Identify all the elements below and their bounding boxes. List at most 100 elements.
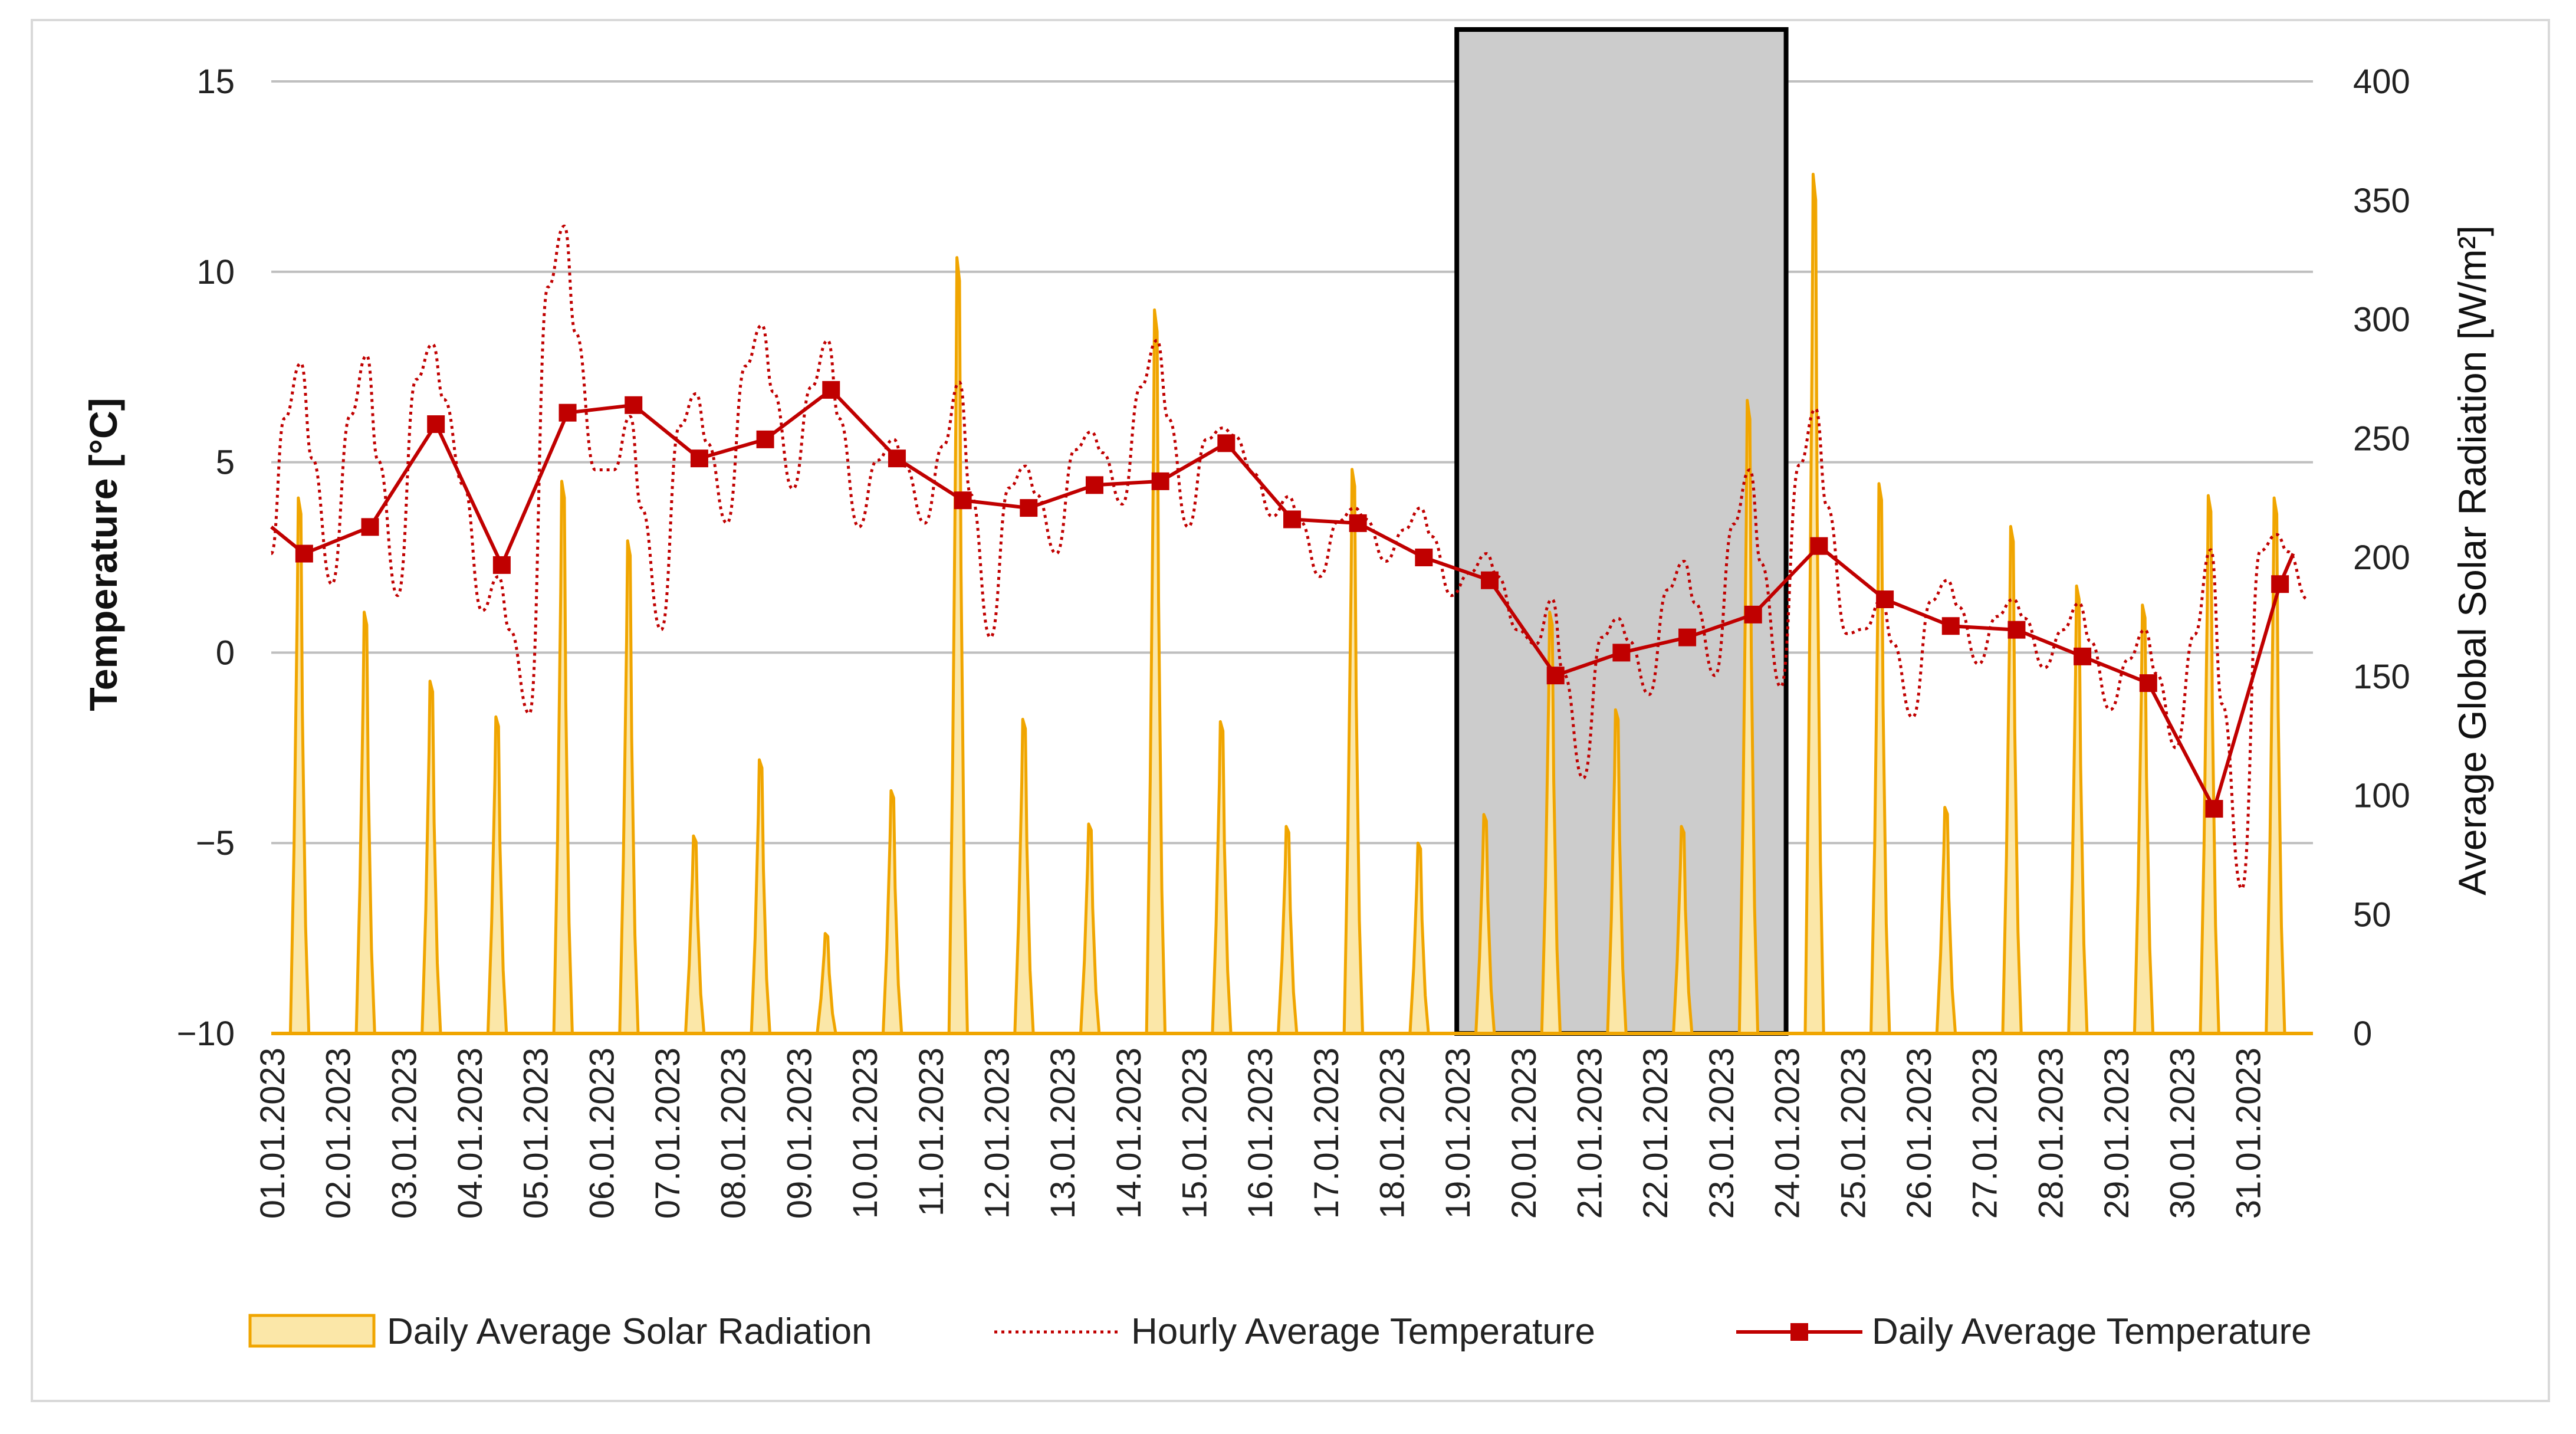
- x-tick-label: 20.01.2023: [1505, 1048, 1543, 1219]
- solar-peak: [1935, 806, 1957, 1035]
- daily-temperature-marker: [427, 415, 445, 434]
- x-tick-label: 26.01.2023: [1900, 1048, 1938, 1219]
- solar-peak: [1737, 399, 1760, 1035]
- hourly-temperature-line: [270, 224, 2309, 891]
- y-right-tick-label: 0: [2353, 1015, 2372, 1053]
- solar-peak: [1277, 825, 1299, 1035]
- y-right-tick-label: 100: [2353, 777, 2410, 815]
- daily-temperature-marker: [1612, 644, 1631, 662]
- y-right-tick-label: 350: [2353, 182, 2410, 220]
- daily-temperature-marker: [1085, 476, 1103, 494]
- legend-label-daily: Daily Average Temperature: [1872, 1311, 2312, 1352]
- x-tick-label: 14.01.2023: [1110, 1048, 1148, 1219]
- y-left-tick-label: −5: [196, 824, 235, 862]
- x-tick-label: 05.01.2023: [517, 1048, 556, 1219]
- solar-peak: [947, 256, 969, 1035]
- x-tick-label: 17.01.2023: [1307, 1048, 1346, 1219]
- solar-peak: [2265, 496, 2286, 1035]
- x-tick-label: 30.01.2023: [2164, 1048, 2202, 1219]
- x-tick-label: 11.01.2023: [912, 1048, 951, 1216]
- daily-temperature-marker: [1678, 628, 1697, 647]
- solar-peak: [750, 758, 771, 1035]
- solar-peak: [1672, 825, 1694, 1035]
- y-right-tick-label: 150: [2353, 658, 2410, 696]
- x-tick-label: 21.01.2023: [1571, 1048, 1609, 1219]
- daily-temperature-marker: [1481, 571, 1499, 589]
- y-left-tick-label: −10: [177, 1015, 235, 1053]
- solar-peak: [1606, 708, 1628, 1035]
- x-tick-label: 08.01.2023: [715, 1048, 753, 1219]
- legend-label-solar: Daily Average Solar Radiation: [387, 1311, 872, 1352]
- x-tick-label: 01.01.2023: [254, 1048, 292, 1219]
- x-tick-label: 06.01.2023: [583, 1048, 621, 1219]
- x-tick-label: 31.01.2023: [2229, 1048, 2268, 1219]
- x-tick-label: 16.01.2023: [1241, 1048, 1280, 1219]
- x-tick-label: 02.01.2023: [320, 1048, 358, 1219]
- solar-peak: [1342, 468, 1364, 1035]
- daily-temperature-marker: [822, 380, 840, 399]
- y-right-tick-labels: 400 350 300 250 200 150 100 50 0: [2353, 63, 2410, 1053]
- x-tick-label: 07.01.2023: [649, 1048, 687, 1219]
- y-left-tick-label: 5: [216, 444, 235, 482]
- daily-temperature-marker: [1744, 605, 1762, 624]
- x-tick-label: 10.01.2023: [846, 1048, 885, 1219]
- x-tick-label: 28.01.2023: [2032, 1048, 2070, 1219]
- daily-temperature-marker: [1283, 510, 1301, 529]
- legend: Daily Average Solar Radiation Hourly Aver…: [248, 1311, 2312, 1352]
- x-tick-label: 23.01.2023: [1703, 1048, 1741, 1219]
- daily-temperature-marker: [690, 449, 708, 468]
- solar-peak: [1079, 822, 1101, 1035]
- hourly-temperature-series: [270, 224, 2309, 891]
- daily-temperature-marker: [2271, 575, 2289, 593]
- daily-temperature-marker: [558, 403, 577, 422]
- y-left-axis-title: Temperature [°C]: [81, 398, 125, 711]
- solar-peak: [816, 932, 837, 1035]
- daily-temperature-marker: [1349, 514, 1367, 532]
- solar-peak: [2133, 603, 2155, 1035]
- x-tick-label: 03.01.2023: [385, 1048, 423, 1219]
- solar-peak: [486, 715, 508, 1035]
- solar-peak: [684, 834, 706, 1035]
- solar-peak: [1211, 720, 1233, 1035]
- daily-temperature-marker: [1876, 590, 1894, 609]
- x-tick-label: 09.01.2023: [780, 1048, 819, 1219]
- legend-marker-daily: [1790, 1323, 1808, 1341]
- y-right-tick-label: 400: [2353, 63, 2410, 101]
- chart-frame: [31, 19, 2550, 1402]
- x-tick-label: 12.01.2023: [978, 1048, 1017, 1219]
- x-tick-labels: 01.01.2023 02.01.2023 03.01.2023 04.01.2023…: [254, 1048, 2268, 1219]
- solar-peak: [288, 496, 311, 1035]
- legend-swatch-solar: [248, 1314, 376, 1348]
- y-right-axis-title: Average Global Solar Radiation [W/m²]: [2450, 225, 2494, 895]
- x-tick-label: 29.01.2023: [2098, 1048, 2136, 1219]
- daily-temperature-marker: [2205, 800, 2223, 818]
- daily-temperature-marker: [1546, 667, 1565, 685]
- y-left-tick-label: 10: [196, 253, 235, 291]
- solar-peak: [1145, 308, 1167, 1035]
- solar-peak: [1540, 611, 1562, 1035]
- x-tick-label: 15.01.2023: [1176, 1048, 1214, 1219]
- daily-temperature-marker: [1415, 549, 1433, 566]
- daily-temperature-marker: [492, 556, 511, 574]
- daily-temperature-line: [270, 388, 2295, 811]
- daily-temperature-marker: [1151, 472, 1169, 490]
- solar-peak: [2001, 525, 2023, 1035]
- daily-temperature-marker: [888, 449, 906, 468]
- daily-temperature-marker: [756, 430, 774, 448]
- x-tick-label: 18.01.2023: [1374, 1048, 1412, 1219]
- x-tick-label: 19.01.2023: [1439, 1048, 1477, 1219]
- daily-temperature-marker: [361, 518, 379, 536]
- solar-peak: [1869, 482, 1891, 1035]
- y-left-tick-label: 15: [196, 63, 235, 101]
- x-tick-label: 27.01.2023: [1966, 1048, 2005, 1219]
- solar-peak: [1013, 717, 1035, 1035]
- y-right-tick-label: 300: [2353, 301, 2410, 339]
- solar-peak: [2067, 584, 2089, 1035]
- x-tick-label: 22.01.2023: [1637, 1048, 1675, 1219]
- daily-temperature-marker: [2074, 647, 2092, 665]
- daily-temperature-marker: [1020, 499, 1038, 517]
- daily-temperature-marker: [295, 544, 313, 563]
- y-right-tick-label: 250: [2353, 419, 2410, 458]
- solar-peak: [618, 539, 640, 1035]
